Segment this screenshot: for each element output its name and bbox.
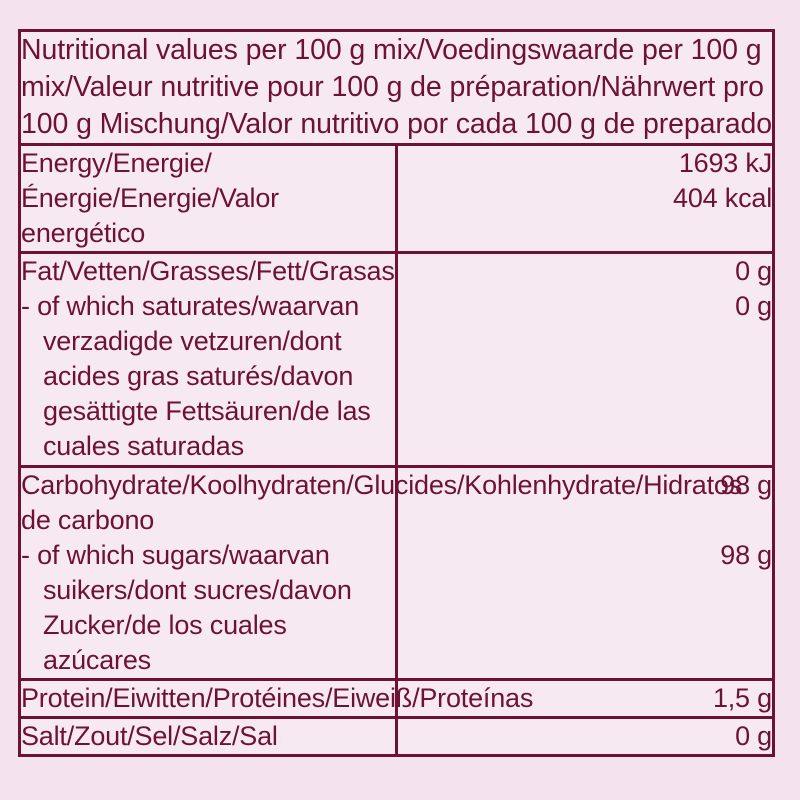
nutrition-heading-text: Nutritional values per 100 g mix/Voeding… xyxy=(21,34,772,140)
table-row-fat: Fat/Vetten/Grasses/Fett/Grasas - of whic… xyxy=(21,251,772,467)
carbohydrate-value-spacer xyxy=(398,503,772,538)
salt-value-cell: 0 g xyxy=(395,715,772,754)
nutrition-information-panel: Nutritional values per 100 g mix/Voeding… xyxy=(18,29,775,757)
protein-value: 1,5 g xyxy=(712,682,772,713)
protein-label-cell: Protein/Eiwitten/Protéines/Eiweiß/Proteí… xyxy=(21,677,534,718)
fat-saturates-label: - of which saturates/waarvan verzadigde … xyxy=(21,291,371,462)
fat-value-cell: 0 g 0 g xyxy=(395,251,772,467)
nutrition-heading-cell: Nutritional values per 100 g mix/Voeding… xyxy=(21,32,772,145)
fat-label: Fat/Vetten/Grasses/Fett/Grasas xyxy=(21,256,395,287)
protein-value-cell: 1,5 g xyxy=(395,677,772,718)
energy-value-kcal: 404 kcal xyxy=(673,183,772,214)
carbohydrate-sugars-label: - of which sugars/waarvan suikers/dont s… xyxy=(21,539,352,675)
table-row-carbohydrate: Carbohydrate/Koolhydraten/Glucides/Kohle… xyxy=(21,464,772,680)
fat-saturates-value: 0 g xyxy=(735,291,772,322)
fat-label-cell: Fat/Vetten/Grasses/Fett/Grasas - of whic… xyxy=(21,251,397,467)
fat-value: 0 g xyxy=(735,256,772,287)
nutrition-table: Nutritional values per 100 g mix/Voeding… xyxy=(21,32,772,754)
energy-value-cell: 1693 kJ 404 kcal xyxy=(395,143,772,253)
carbohydrate-sugars-value: 98 g xyxy=(720,539,772,570)
energy-value-kj: 1693 kJ xyxy=(678,148,772,179)
salt-label: Salt/Zout/Sel/Salz/Sal xyxy=(21,720,278,751)
table-row-salt: Salt/Zout/Sel/Salz/Sal 0 g xyxy=(21,715,772,754)
energy-label-cell: Energy/Energie/Énergie/Energie/Valor ene… xyxy=(21,143,397,253)
table-row-energy: Energy/Energie/Énergie/Energie/Valor ene… xyxy=(21,143,772,253)
carbohydrate-label: Carbohydrate/Koolhydraten/Glucides/Kohle… xyxy=(21,469,743,535)
carbohydrate-value: 98 g xyxy=(720,469,772,500)
energy-label: Energy/Energie/Énergie/Energie/Valor ene… xyxy=(21,148,279,249)
salt-value: 0 g xyxy=(735,720,772,751)
table-row-heading: Nutritional values per 100 g mix/Voeding… xyxy=(21,32,772,145)
carbohydrate-value-cell: 98 g 98 g xyxy=(395,464,772,680)
salt-label-cell: Salt/Zout/Sel/Salz/Sal xyxy=(21,715,397,754)
protein-label: Protein/Eiwitten/Protéines/Eiweiß/Proteí… xyxy=(21,682,534,713)
carbohydrate-label-cell: Carbohydrate/Koolhydraten/Glucides/Kohle… xyxy=(21,464,743,680)
table-row-protein: Protein/Eiwitten/Protéines/Eiweiß/Proteí… xyxy=(21,677,772,718)
